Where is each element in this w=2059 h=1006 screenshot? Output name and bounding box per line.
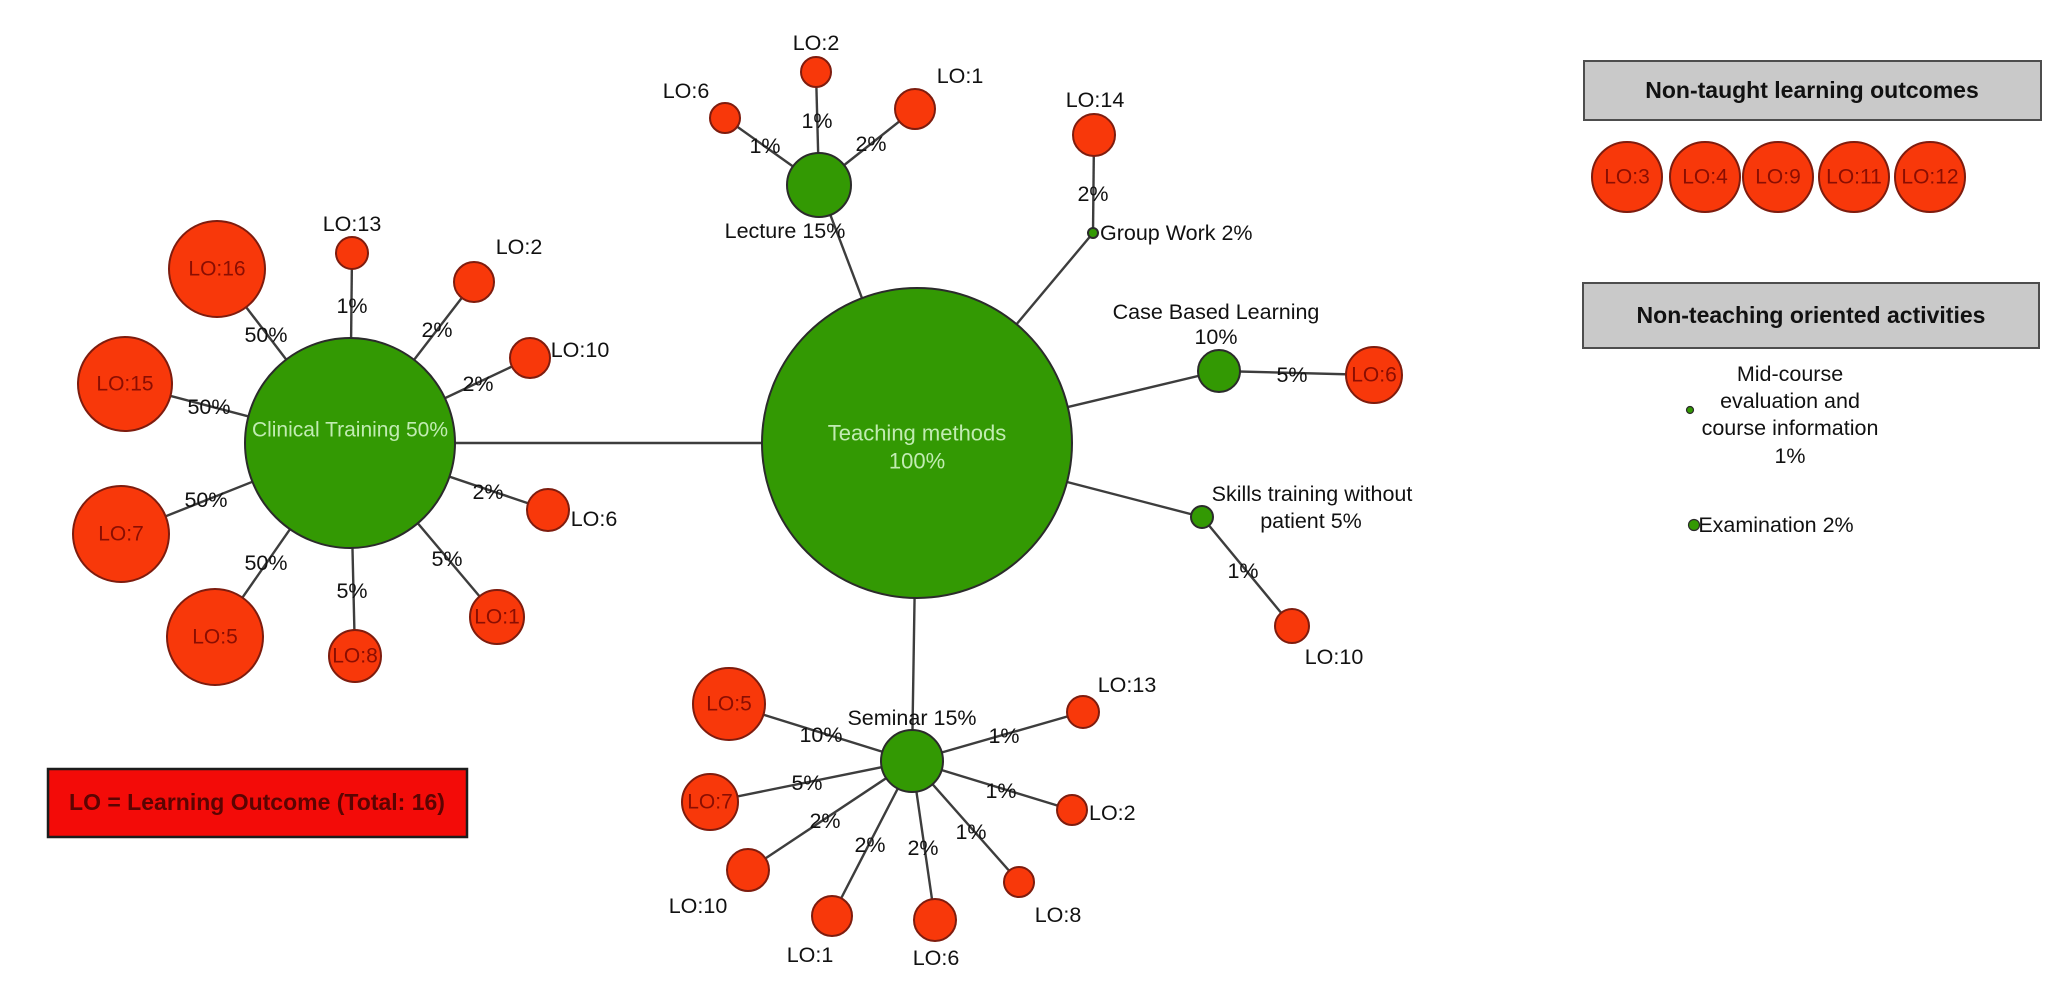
svg-text:LO:2: LO:2 (793, 31, 840, 55)
svg-text:2%: 2% (421, 318, 452, 342)
svg-text:LO:2: LO:2 (1089, 801, 1136, 825)
svg-text:LO:7: LO:7 (98, 523, 144, 546)
svg-text:5%: 5% (791, 771, 822, 795)
svg-text:10%: 10% (1194, 325, 1237, 349)
svg-text:LO:6: LO:6 (663, 79, 710, 103)
svg-text:1%: 1% (988, 724, 1019, 748)
svg-text:LO:7: LO:7 (687, 791, 733, 814)
svg-text:LO:8: LO:8 (332, 645, 378, 668)
svg-text:LO:6: LO:6 (1351, 364, 1397, 387)
svg-text:LO:13: LO:13 (323, 212, 382, 236)
svg-text:Skills training without: Skills training without (1212, 482, 1413, 506)
svg-text:LO:6: LO:6 (913, 946, 960, 970)
svg-text:5%: 5% (431, 547, 462, 571)
svg-text:5%: 5% (1276, 363, 1307, 387)
svg-text:LO:8: LO:8 (1035, 903, 1082, 927)
svg-text:LO = Learning Outcome (Total:: LO = Learning Outcome (Total: 16) (69, 789, 445, 815)
svg-text:2%: 2% (855, 132, 886, 156)
svg-text:LO:16: LO:16 (188, 258, 245, 281)
svg-text:1%: 1% (985, 779, 1016, 803)
svg-text:LO:10: LO:10 (1305, 645, 1364, 669)
svg-text:LO:3: LO:3 (1604, 166, 1650, 189)
svg-text:LO:6: LO:6 (571, 507, 618, 531)
svg-text:Teaching methods: Teaching methods (828, 421, 1007, 446)
svg-text:Clinical Training 50%: Clinical Training 50% (252, 419, 448, 442)
svg-text:LO:11: LO:11 (1826, 166, 1882, 189)
svg-text:Examination 2%: Examination 2% (1698, 513, 1853, 537)
svg-text:Mid-course: Mid-course (1737, 362, 1843, 386)
svg-text:5%: 5% (336, 579, 367, 603)
svg-text:Group Work 2%: Group Work 2% (1100, 221, 1253, 245)
svg-text:LO:1: LO:1 (937, 64, 984, 88)
svg-text:50%: 50% (244, 323, 287, 347)
svg-text:Non-taught learning outcomes: Non-taught learning outcomes (1645, 77, 1979, 103)
svg-text:LO:13: LO:13 (1098, 673, 1157, 697)
svg-text:2%: 2% (854, 833, 885, 857)
svg-text:2%: 2% (472, 480, 503, 504)
svg-text:1%: 1% (336, 294, 367, 318)
svg-text:1%: 1% (1227, 559, 1258, 583)
svg-text:Non-teaching oriented activiti: Non-teaching oriented activities (1637, 302, 1986, 328)
svg-text:LO:9: LO:9 (1755, 166, 1801, 189)
svg-text:LO:2: LO:2 (496, 235, 543, 259)
svg-text:Seminar 15%: Seminar 15% (847, 706, 976, 730)
svg-text:LO:12: LO:12 (1901, 166, 1958, 189)
svg-text:50%: 50% (244, 551, 287, 575)
svg-text:LO:5: LO:5 (192, 626, 238, 649)
svg-text:Case Based Learning: Case Based Learning (1113, 300, 1320, 324)
svg-text:LO:14: LO:14 (1066, 88, 1125, 112)
svg-text:LO:1: LO:1 (474, 606, 520, 629)
svg-text:LO:10: LO:10 (551, 338, 610, 362)
svg-text:1%: 1% (955, 820, 986, 844)
svg-text:2%: 2% (809, 809, 840, 833)
svg-text:evaluation and: evaluation and (1720, 389, 1860, 413)
svg-text:1%: 1% (1774, 444, 1805, 468)
svg-text:patient 5%: patient 5% (1260, 509, 1362, 533)
svg-text:LO:5: LO:5 (706, 693, 752, 716)
svg-text:LO:15: LO:15 (96, 373, 153, 396)
svg-text:100%: 100% (889, 449, 945, 474)
svg-text:50%: 50% (184, 488, 227, 512)
svg-text:Lecture 15%: Lecture 15% (725, 219, 846, 243)
svg-text:1%: 1% (801, 109, 832, 133)
svg-text:LO:4: LO:4 (1682, 166, 1728, 189)
svg-text:course information: course information (1702, 416, 1879, 440)
svg-text:2%: 2% (462, 372, 493, 396)
svg-text:LO:1: LO:1 (787, 943, 834, 967)
svg-text:10%: 10% (799, 723, 842, 747)
svg-text:1%: 1% (749, 134, 780, 158)
svg-text:2%: 2% (907, 836, 938, 860)
svg-text:50%: 50% (187, 395, 230, 419)
svg-text:2%: 2% (1077, 182, 1108, 206)
svg-text:LO:10: LO:10 (669, 894, 728, 918)
